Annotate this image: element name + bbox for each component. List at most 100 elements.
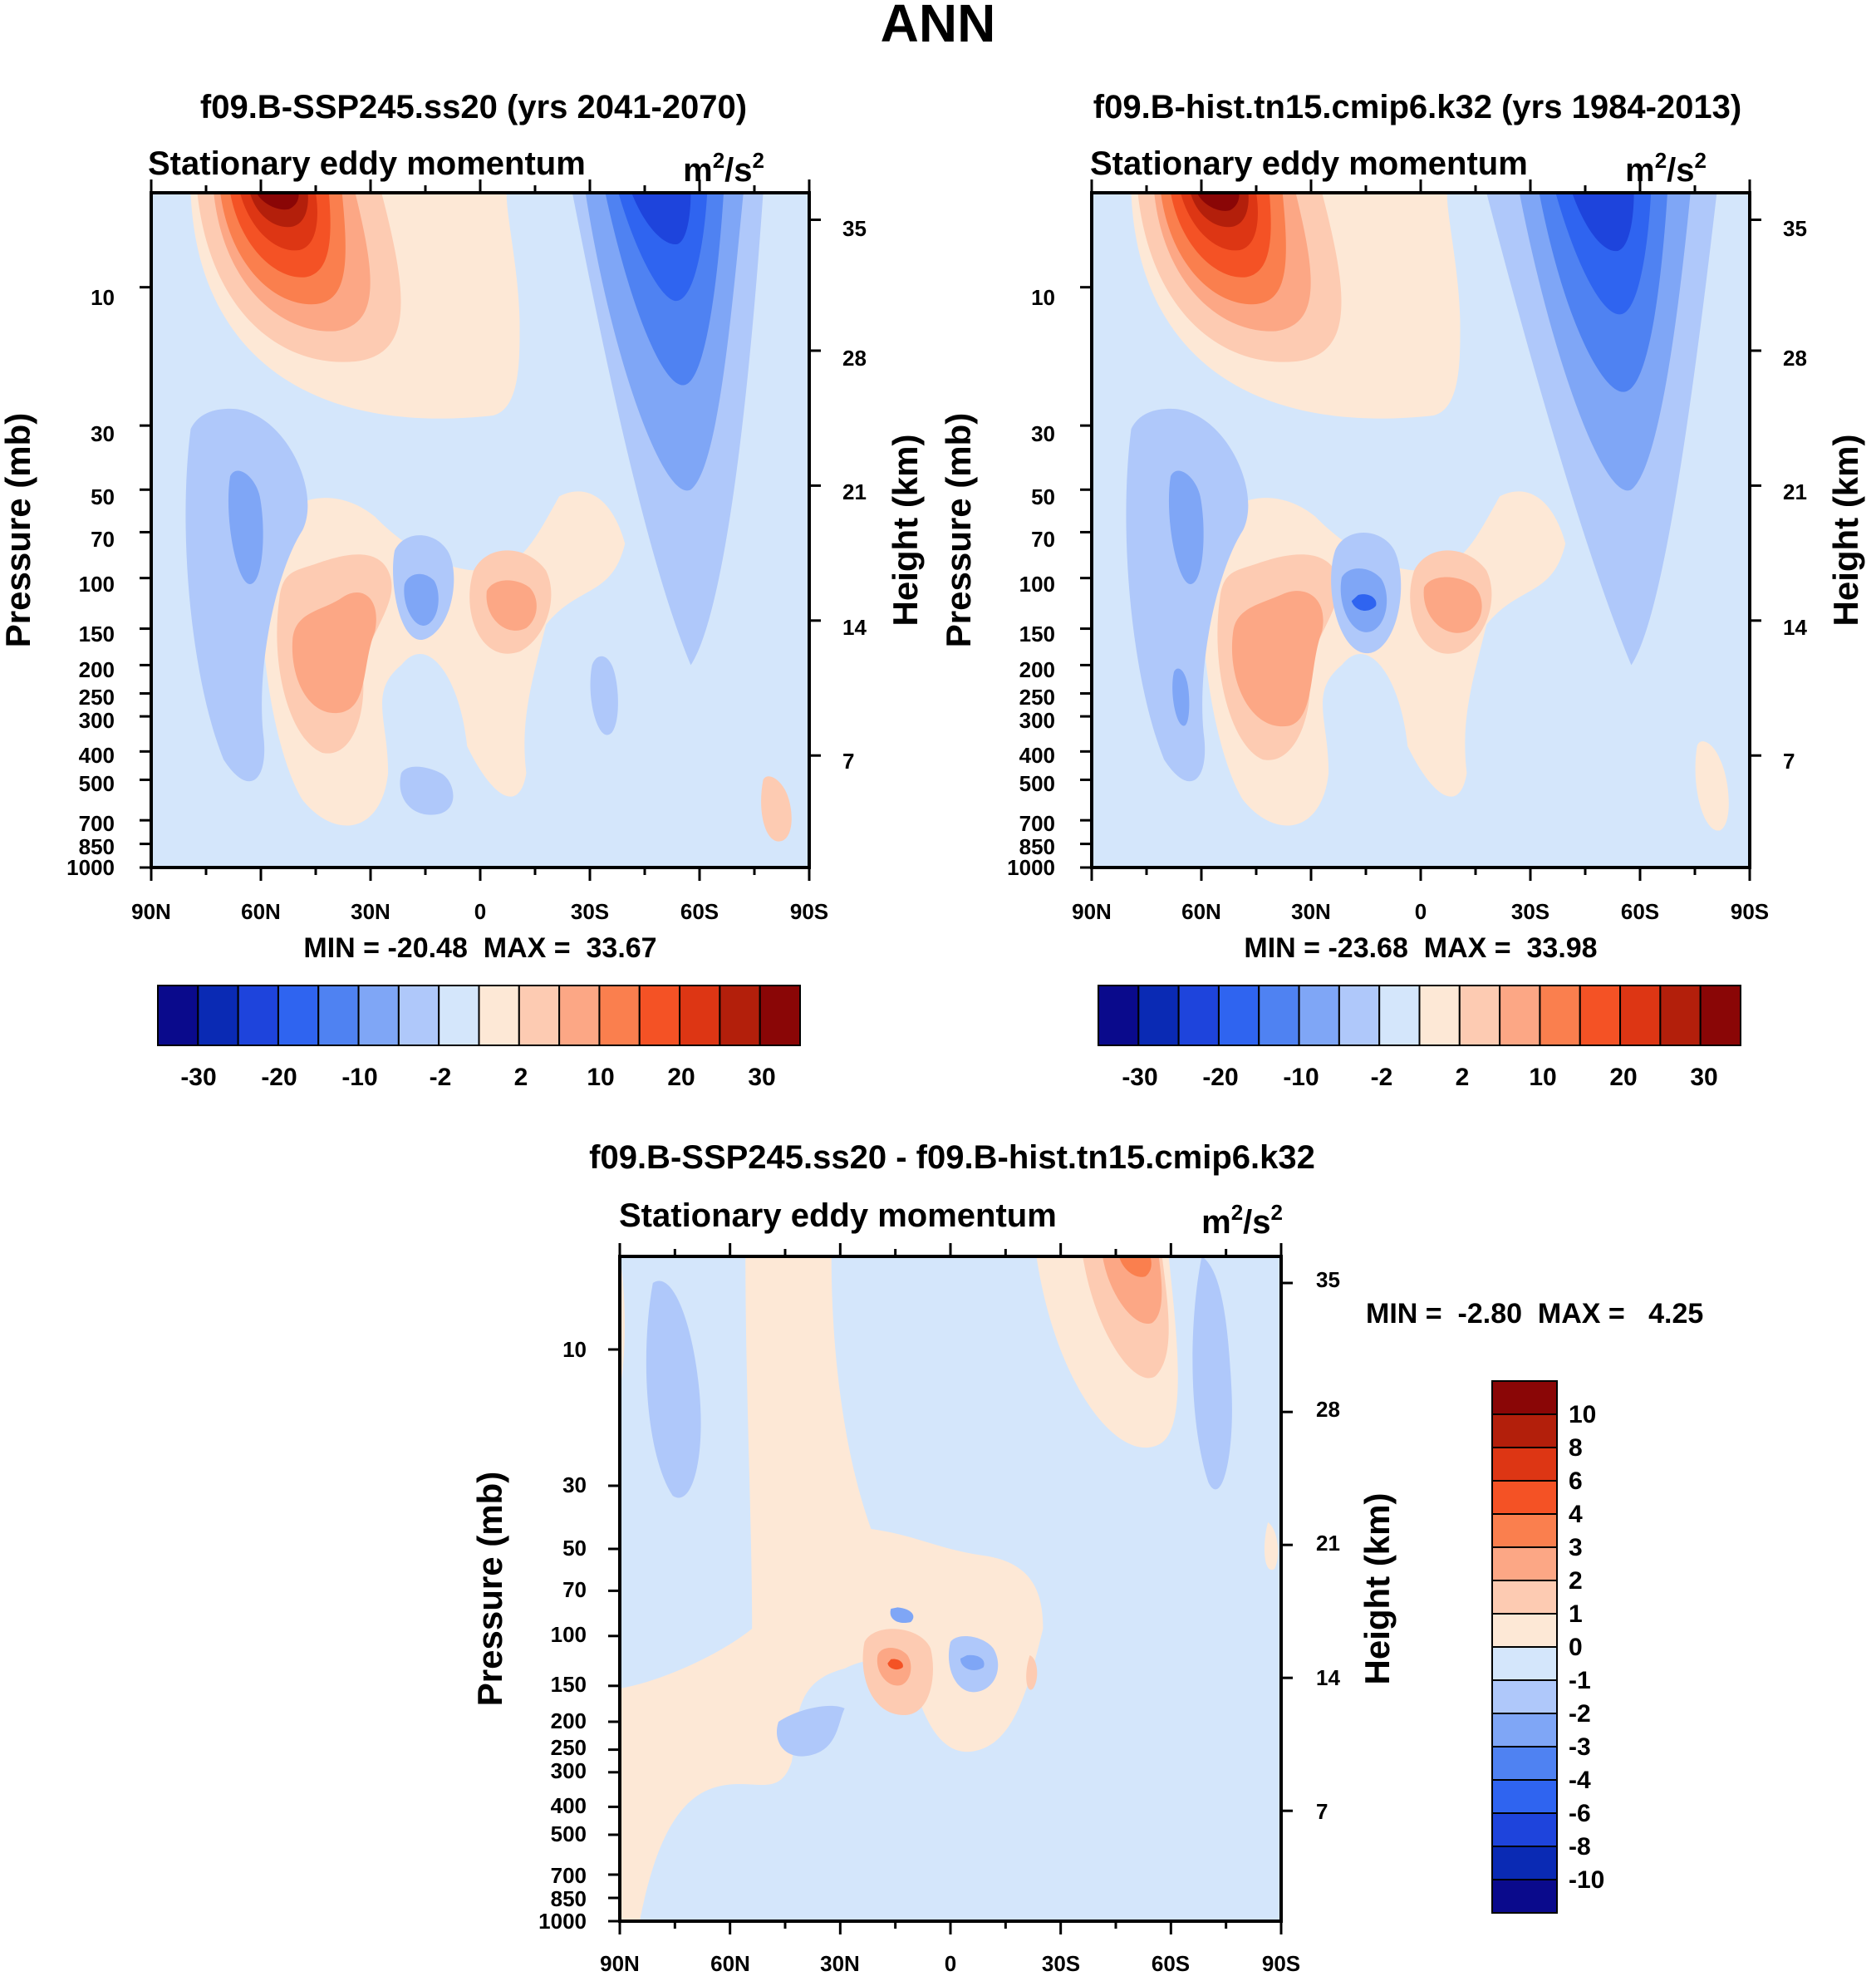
y2-tick-label: 35 — [1783, 216, 1807, 241]
contour-fill — [185, 408, 308, 782]
colorbar-tick-label: -10 — [1569, 1866, 1604, 1894]
colorbar-swatch — [1491, 1380, 1558, 1415]
colorbar-tick-label: 2 — [514, 1064, 528, 1091]
contour-fill — [590, 656, 618, 735]
y-tick-label: 850 — [79, 834, 115, 859]
y2-tick-label: 14 — [1316, 1665, 1340, 1690]
colorbar-swatch — [1217, 985, 1260, 1046]
colorbar-swatch — [1298, 985, 1340, 1046]
colorbar-swatch — [719, 985, 761, 1046]
y-tick-label: 1000 — [538, 1909, 587, 1934]
colorbar-swatch — [1491, 1480, 1558, 1515]
colorbar-swatch — [1499, 985, 1541, 1046]
y2-tick-label: 21 — [842, 479, 867, 504]
contour-fill — [1231, 591, 1324, 727]
colorbar-swatch — [1491, 1580, 1558, 1615]
colorbar-tick-label: -10 — [341, 1064, 377, 1091]
x-tick-label: 0 — [945, 1951, 956, 1976]
y2-tick-label: 14 — [1783, 615, 1807, 640]
colorbar-tick-label: -8 — [1569, 1833, 1591, 1861]
x-tick-label: 30S — [571, 899, 609, 924]
panel-ssp245: f09.B-SSP245.ss20 (yrs 2041-2070) Statio… — [0, 89, 925, 1091]
panel-title: f09.B-SSP245.ss20 (yrs 2041-2070) — [200, 89, 747, 125]
x-tick-label: 30S — [1511, 899, 1549, 924]
colorbar-tick-label: 20 — [1609, 1064, 1637, 1091]
y-tick-label: 250 — [551, 1735, 587, 1760]
y-tick-label: 10 — [562, 1337, 587, 1362]
y-tick-label: 250 — [1019, 685, 1055, 710]
colorbar-main — [157, 985, 801, 1046]
colorbar-swatch — [1098, 985, 1140, 1046]
y-tick-label: 400 — [551, 1793, 587, 1818]
colorbar-tick-label: 0 — [1569, 1634, 1583, 1661]
colorbar-tick-label: -2 — [1371, 1064, 1393, 1091]
y2-tick-label: 7 — [842, 749, 854, 774]
min-max-label: MIN = -2.80 MAX = 4.25 — [1366, 1298, 1703, 1330]
contour-fill — [1168, 470, 1204, 584]
figure-title: ANN — [881, 0, 996, 53]
x-tick-label: 60N — [710, 1951, 750, 1976]
colorbar-swatch — [1491, 1779, 1558, 1814]
colorbar-diff — [1491, 1380, 1558, 1914]
contour-fill — [960, 1654, 985, 1670]
colorbar-swatch — [1458, 985, 1501, 1046]
colorbar-tick-label: 3 — [1569, 1534, 1583, 1561]
x-tick-label: 30N — [351, 899, 390, 924]
colorbar-swatch — [237, 985, 279, 1046]
y-axis-label: Pressure (mb) — [470, 1472, 509, 1706]
contour-fill — [1172, 668, 1190, 726]
colorbar-tick-label: 10 — [587, 1064, 614, 1091]
x-tick-label: 90N — [1072, 899, 1112, 924]
y-tick-label: 850 — [551, 1886, 587, 1911]
tick-marks — [608, 1243, 1293, 1934]
colorbar-tick-label: -20 — [1202, 1064, 1238, 1091]
y-tick-label: 30 — [562, 1472, 587, 1497]
colorbar-swatch — [1491, 1746, 1558, 1781]
min-max-label: MIN = -20.48 MAX = 33.67 — [303, 932, 656, 964]
colorbar-swatch — [1418, 985, 1461, 1046]
x-tick-label: 90S — [790, 899, 828, 924]
colorbar-tick-label: 10 — [1569, 1401, 1596, 1428]
colorbar-tick-label: 10 — [1529, 1064, 1556, 1091]
colorbar-tick-label: 2 — [1456, 1064, 1470, 1091]
colorbar-swatch — [1491, 1447, 1558, 1482]
contour-fill — [1351, 594, 1377, 612]
colorbar-swatch — [1659, 985, 1702, 1046]
y-tick-label: 70 — [91, 527, 115, 552]
colorbar-swatch — [1619, 985, 1662, 1046]
contour-plot — [151, 193, 809, 868]
y-axis-label: Pressure (mb) — [939, 413, 978, 647]
y-tick-label: 200 — [551, 1708, 587, 1733]
x-tick-label: 60S — [1152, 1951, 1190, 1976]
y-tick-label: 250 — [79, 685, 115, 710]
panel-subtitle: Stationary eddy momentum — [148, 145, 586, 182]
colorbar-swatch — [1491, 1679, 1558, 1714]
min-max-label: MIN = -23.68 MAX = 33.98 — [1244, 932, 1597, 964]
colorbar-tick-label: 8 — [1569, 1434, 1583, 1462]
colorbar-swatch — [679, 985, 721, 1046]
colorbar-tick-label: 4 — [1569, 1501, 1583, 1528]
contour-fill — [620, 1256, 1044, 1921]
colorbar-swatch — [1539, 985, 1581, 1046]
x-tick-label: 30S — [1042, 1951, 1080, 1976]
colorbar-swatch — [438, 985, 480, 1046]
y-tick-label: 700 — [79, 811, 115, 836]
y-tick-label: 50 — [91, 484, 115, 509]
y2-tick-label: 21 — [1316, 1531, 1340, 1556]
colorbar-swatch — [598, 985, 641, 1046]
x-tick-label: 90S — [1731, 899, 1769, 924]
panel-title: f09.B-SSP245.ss20 - f09.B-hist.tn15.cmip… — [589, 1139, 1315, 1176]
colorbar-tick-label: 30 — [748, 1064, 775, 1091]
x-tick-label: 30N — [1291, 899, 1331, 924]
y-tick-label: 300 — [551, 1758, 587, 1783]
y-tick-label: 30 — [91, 421, 115, 446]
x-tick-label: 90N — [600, 1951, 640, 1976]
colorbar-swatch — [759, 985, 801, 1046]
contour-fill — [490, 193, 505, 251]
contour-fill — [1118, 1256, 1152, 1277]
y-tick-label: 500 — [551, 1821, 587, 1846]
y-tick-label: 50 — [562, 1536, 587, 1561]
contour-fill — [1192, 1256, 1232, 1490]
x-tick-label: 60N — [1181, 899, 1221, 924]
colorbar-swatch — [1491, 1812, 1558, 1847]
